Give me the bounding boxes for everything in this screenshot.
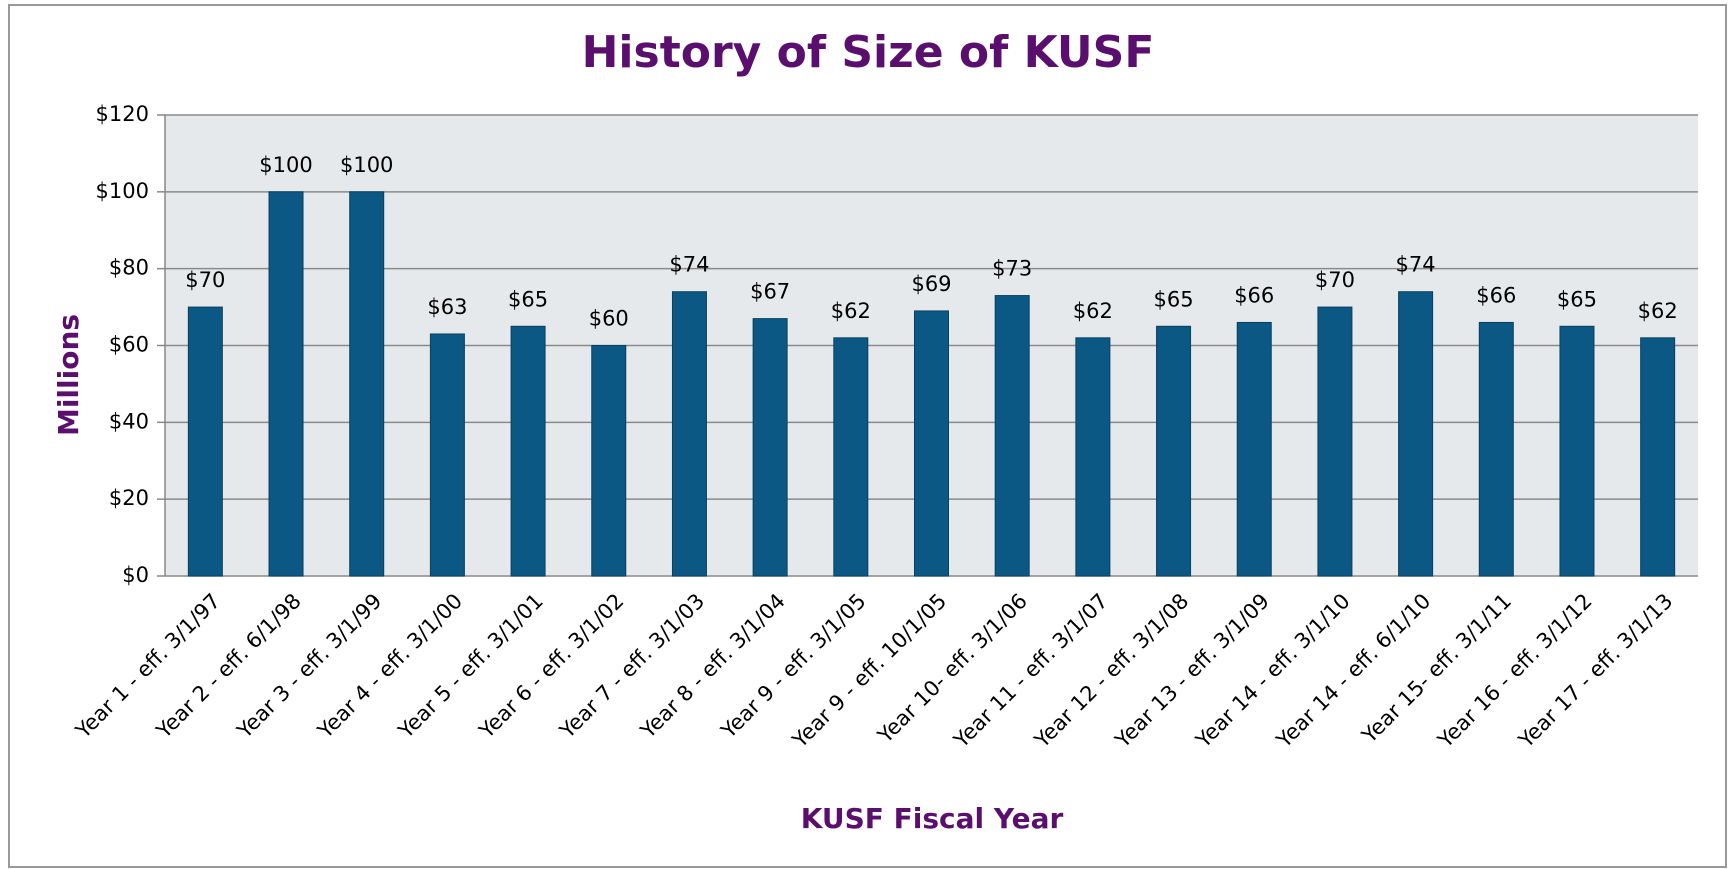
data-label: $60 <box>589 307 629 331</box>
y-tick-label: $40 <box>109 409 149 433</box>
data-label: $74 <box>669 253 709 277</box>
data-label: $100 <box>259 153 312 177</box>
y-tick-label: $0 <box>122 563 149 587</box>
bar <box>1236 321 1272 577</box>
data-label: $74 <box>1396 253 1436 277</box>
y-tick-label: $100 <box>96 179 149 203</box>
bar <box>1156 325 1192 577</box>
data-label: $73 <box>992 257 1032 281</box>
data-label: $69 <box>911 272 951 296</box>
bar <box>268 191 304 577</box>
bar <box>833 337 869 577</box>
bar <box>1075 337 1111 577</box>
bar <box>510 325 546 577</box>
bar <box>1559 325 1595 577</box>
data-label: $62 <box>1638 299 1678 323</box>
bar <box>1478 321 1514 577</box>
bar <box>187 306 223 577</box>
data-label: $67 <box>750 280 790 304</box>
bar <box>1398 291 1434 577</box>
bar <box>1317 306 1353 577</box>
data-label: $100 <box>340 153 393 177</box>
data-label: $62 <box>1073 299 1113 323</box>
bar <box>752 318 788 577</box>
data-label: $66 <box>1476 283 1516 307</box>
y-tick-label: $20 <box>109 486 149 510</box>
data-label: $65 <box>1557 287 1597 311</box>
data-label: $65 <box>1154 287 1194 311</box>
y-tick-label: $80 <box>109 256 149 280</box>
bar <box>429 333 465 577</box>
bar <box>1640 337 1676 577</box>
bar <box>994 295 1030 577</box>
chart-title: History of Size of KUSF <box>582 27 1155 78</box>
y-tick-label: $60 <box>109 333 149 357</box>
bar <box>914 310 949 577</box>
bar <box>671 291 707 577</box>
y-tick-label: $120 <box>96 102 149 126</box>
x-axis-label: KUSF Fiscal Year <box>801 802 1064 835</box>
bar <box>591 345 627 577</box>
bar <box>349 191 385 577</box>
data-label: $66 <box>1234 283 1274 307</box>
data-label: $63 <box>427 295 467 319</box>
data-label: $70 <box>1315 268 1355 292</box>
data-label: $65 <box>508 287 548 311</box>
y-axis-label: Millions <box>52 314 85 436</box>
data-label: $62 <box>831 299 871 323</box>
data-label: $70 <box>185 268 225 292</box>
